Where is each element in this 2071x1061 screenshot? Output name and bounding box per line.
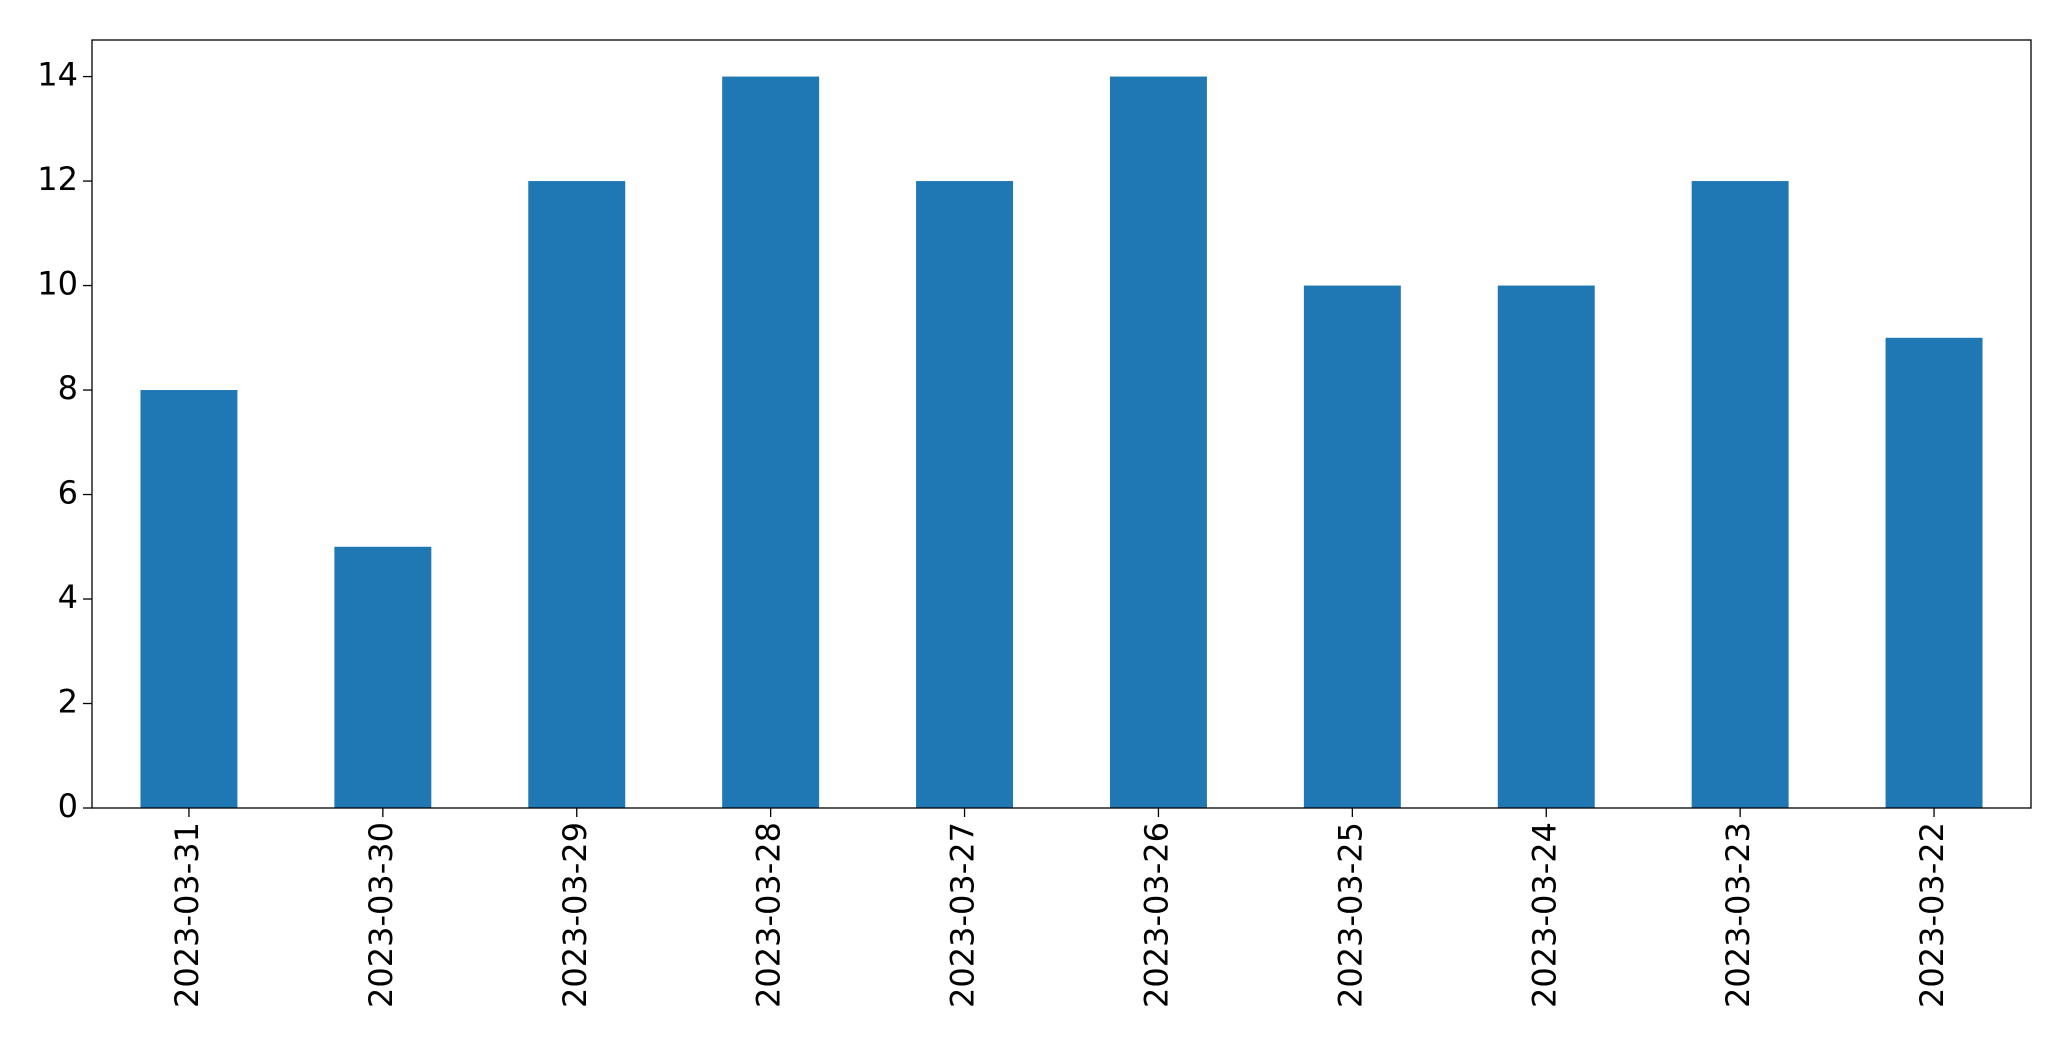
plot-frame [91,39,2032,809]
y-tick-label: 6 [58,474,78,512]
bar [916,181,1014,808]
x-tick-label: 2023-03-28 [750,822,788,1008]
x-tick-label: 2023-03-23 [1719,822,1757,1008]
y-tick-label: 2 [58,683,78,721]
x-tick-label: 2023-03-25 [1331,822,1369,1008]
bar [1691,181,1789,808]
y-tick-label: 8 [58,369,78,407]
y-tick-label: 14 [37,56,78,94]
x-tick-label: 2023-03-26 [1137,822,1175,1008]
y-tick-label: 10 [37,265,78,303]
x-tick-label: 2023-03-31 [168,822,206,1008]
bar [1497,285,1595,808]
bar [1109,76,1207,809]
x-tick-label: 2023-03-30 [362,822,400,1008]
x-tick-label: 2023-03-27 [944,822,982,1008]
x-tick-label: 2023-03-22 [1913,822,1951,1008]
x-tick-label: 2023-03-29 [556,822,594,1008]
bar [722,76,820,809]
bar [1303,285,1401,808]
bar [528,181,626,808]
y-tick-label: 4 [58,578,78,616]
y-tick-label: 0 [58,787,78,825]
bar [334,546,432,808]
x-tick-label: 2023-03-24 [1525,822,1563,1008]
y-tick-label: 12 [37,160,78,198]
bar [1885,337,1983,808]
bar [140,390,238,808]
